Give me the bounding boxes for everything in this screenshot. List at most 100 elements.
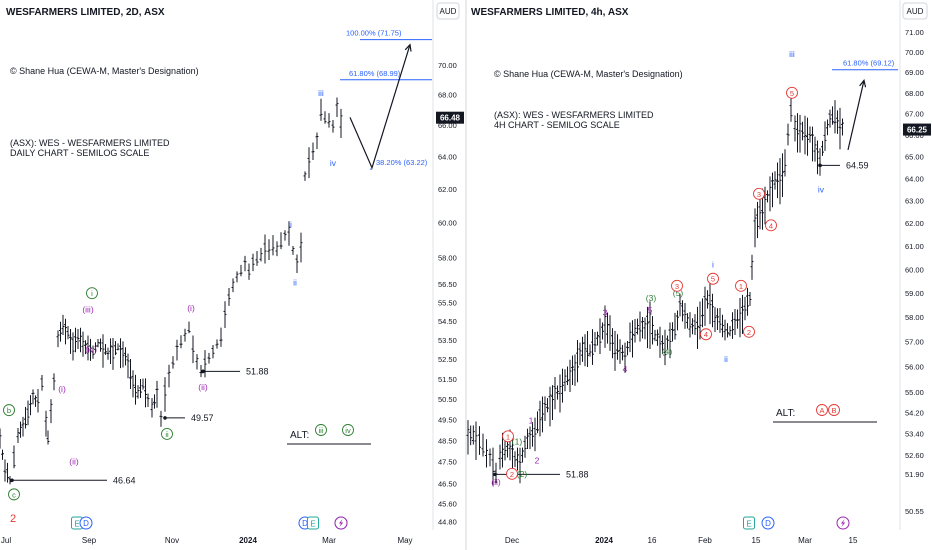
right-price-bar [766,190,769,203]
right-price-bar [643,317,647,340]
right-wave-label: 4 [704,330,708,339]
left-price-bar [71,332,75,361]
left-key-level-dot [163,416,167,420]
right-y-tick-label: 51.90 [905,470,924,479]
left-wave-label: ii [293,277,297,287]
right-price-bar [708,278,712,325]
right-wave-circle [735,279,747,292]
left-price-bar [283,230,287,241]
right-wave-label: 2 [535,455,540,465]
right-price-bar [528,426,532,450]
right-price-bar [523,435,527,458]
left-price-bar [16,428,20,444]
right-price-bar [616,334,619,360]
left-price-bar [307,147,311,179]
right-price-bar [558,374,562,413]
left-price-bar [155,380,159,408]
right-price-bar [583,334,587,367]
left-y-tick-label: 53.50 [438,336,457,345]
left-y-tick-label: 46.50 [438,479,457,488]
right-alt-label: ALT: [776,408,795,419]
left-y-tick-label: 50.50 [438,395,457,404]
left-wave-label: b [7,406,11,415]
right-price-bar [821,140,824,156]
right-projection-arrowhead [859,79,867,88]
left-price-bar [271,235,275,256]
left-price-bar [34,395,37,407]
left-alt-box: ALT: [287,430,371,445]
right-y-tick-label: 70.00 [905,48,924,57]
right-price-bar [816,140,819,175]
left-price-bar [211,345,215,359]
right-price-bar [611,328,614,359]
right-event-flash-glyph [841,519,846,527]
left-price-bar [69,328,72,354]
right-y-tick-label: 67.00 [905,110,924,119]
right-price-bar [693,314,697,335]
right-price-bar [706,290,709,309]
left-price-bar [339,108,343,138]
left-price-bar [131,370,135,398]
right-price-bar [553,376,557,410]
right-wave-circle [506,467,518,480]
right-price-bar [746,287,749,316]
right-price-bar [733,309,737,336]
left-x-tick-label: May [397,536,412,545]
right-wave-circle [700,328,712,341]
right-wave-label: (1) [512,437,523,447]
left-price-bar [144,378,147,408]
right-wave-label: ii [724,354,728,364]
right-price-bar [671,322,674,342]
right-price-bar [608,315,612,351]
right-wave-label: (5) [673,288,684,298]
left-price-bar [136,385,140,399]
left-currency-badge[interactable] [436,2,460,20]
left-event-dividend-glyph: D [83,519,89,528]
right-price-bar [750,254,754,280]
right-wave-label: 3 [603,307,608,317]
left-wave-label: ii [165,430,169,439]
left-page-marker: 2 [10,513,16,525]
left-key-level-label: 49.57 [191,413,214,423]
right-price-bar [663,329,667,366]
right-price-bar [811,126,814,162]
left-event-dividend-icon [79,516,93,530]
right-price-bar [485,439,488,468]
right-price-bar [543,396,547,421]
right-price-bar [743,296,747,321]
right-price-bar [758,196,762,230]
left-price-bar [12,445,16,469]
right-price-bar [516,447,519,471]
left-y-tick-label: 66.00 [438,121,457,130]
right-price-bar [676,310,679,331]
left-price-bar [203,350,207,378]
left-price-bar [44,410,48,437]
right-key-level-label: 51.88 [566,469,589,479]
right-wave-circle [743,325,755,338]
right-price-bar [546,398,549,413]
right-price-bar [698,301,702,340]
right-price-bar [531,422,534,447]
right-price-bar [826,119,829,136]
left-price-bar [227,287,231,306]
left-y-tick-label: 44.80 [438,517,457,526]
right-price-bar [501,432,504,468]
right-currency-badge[interactable] [902,2,928,20]
right-price-bar [494,462,498,484]
right-y-tick-label: 52.60 [905,451,924,460]
right-price-bar [798,114,802,153]
right-alt-box: ALT: [773,408,877,423]
right-price-bar [803,115,807,155]
right-alt-wave-circle [828,404,840,416]
right-price-bar [578,342,582,366]
right-price-bar [598,318,602,355]
left-price-bar [299,232,303,263]
left-x-tick-label: 2024 [239,536,257,545]
left-chart-title: WESFARMERS LIMITED, 2D, ASX [6,7,165,18]
left-price-bar [31,389,35,405]
right-price-bar [638,311,642,342]
right-price-bar [713,307,717,333]
right-price-bar [688,312,692,338]
right-y-tick-label: 69.00 [905,68,924,77]
